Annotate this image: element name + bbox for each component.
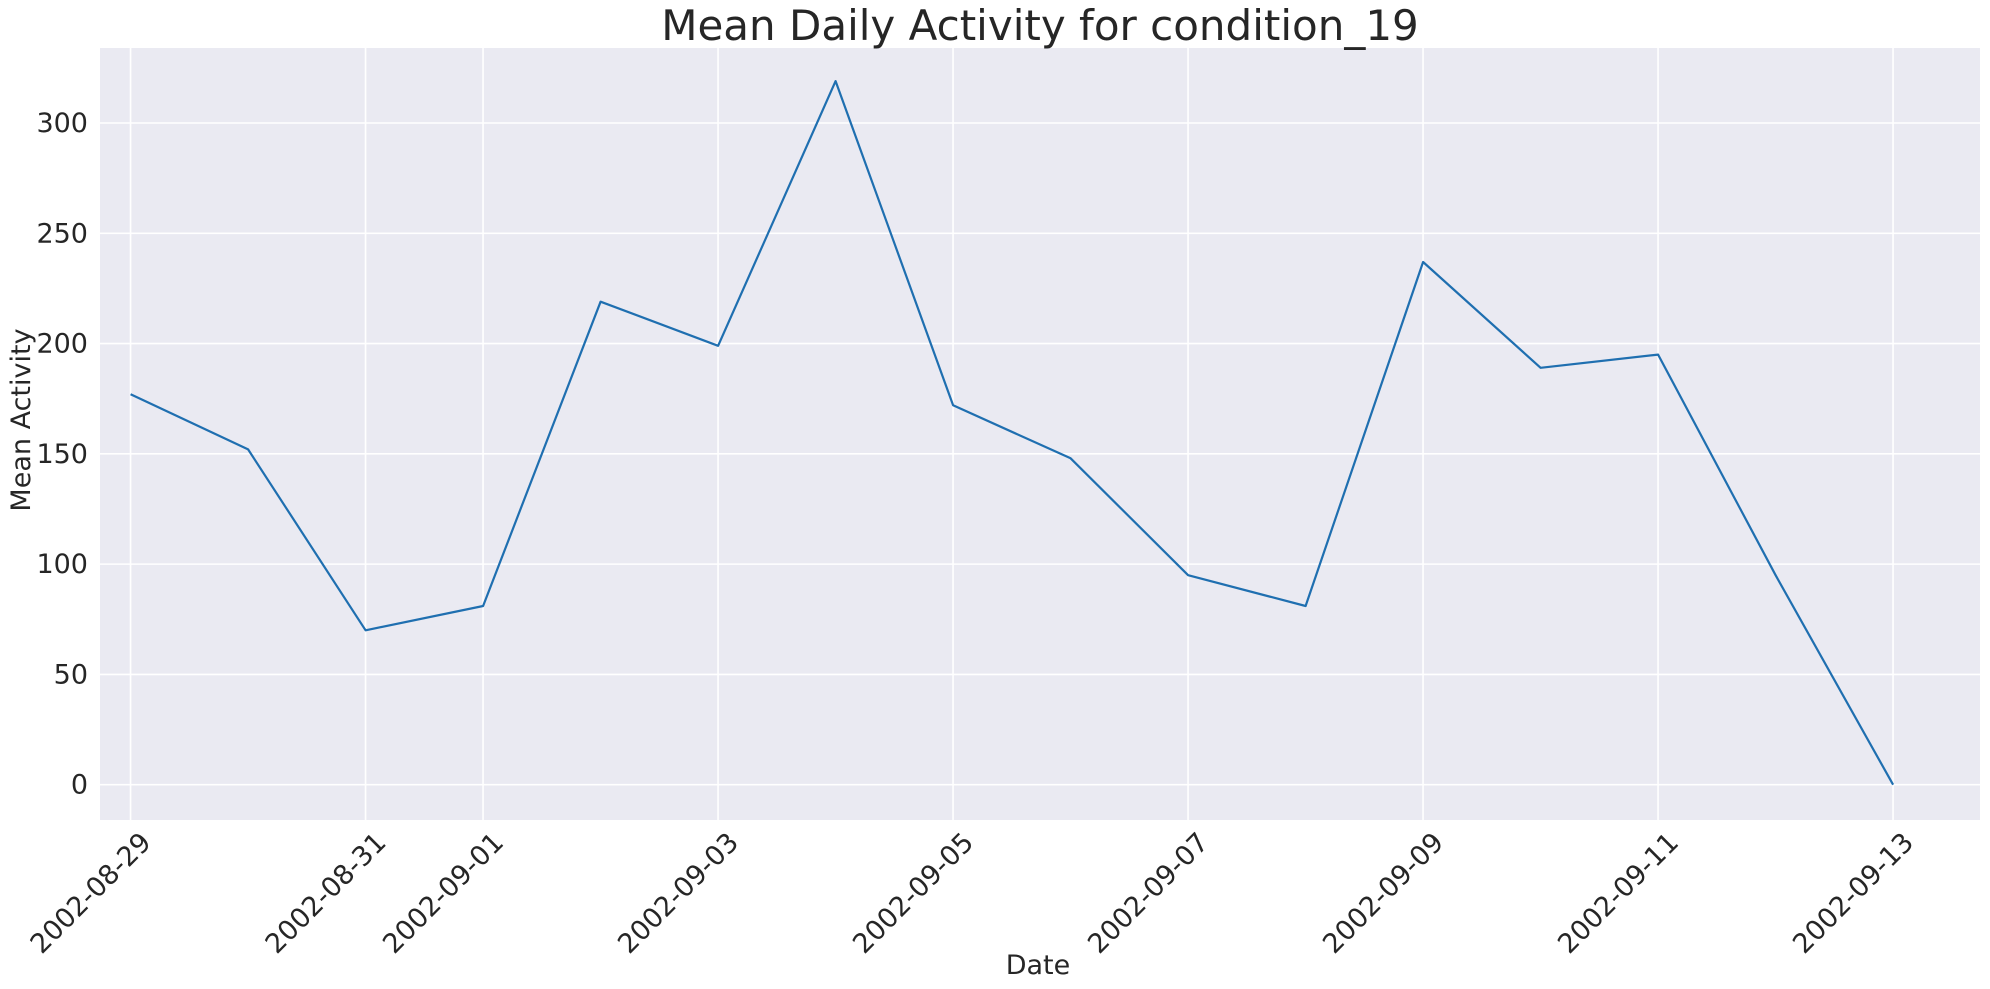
y-tick-label: 0 xyxy=(71,770,88,801)
x-tick-label: 2002-09-01 xyxy=(377,827,510,960)
y-tick-label: 150 xyxy=(36,439,88,470)
y-axis-title: Mean Activity xyxy=(6,328,37,511)
chart-title: Mean Daily Activity for condition_19 xyxy=(661,1,1419,50)
y-tick-label: 100 xyxy=(36,549,88,580)
plot-area xyxy=(100,48,1980,820)
x-tick-label: 2002-08-31 xyxy=(260,827,393,960)
grid xyxy=(100,48,1980,820)
series-layer xyxy=(130,79,1895,786)
x-tick-label: 2002-09-13 xyxy=(1787,827,1920,960)
x-axis-title: Date xyxy=(1006,950,1071,981)
x-tick-label: 2002-08-29 xyxy=(25,827,158,960)
y-tick-label: 200 xyxy=(36,329,88,360)
x-tick-label: 2002-09-09 xyxy=(1317,827,1450,960)
x-tick-label: 2002-09-03 xyxy=(612,827,745,960)
x-tick-label: 2002-09-11 xyxy=(1552,827,1685,960)
x-tick-label: 2002-09-07 xyxy=(1082,827,1215,960)
y-tick-label: 250 xyxy=(36,218,88,249)
y-tick-label: 300 xyxy=(36,108,88,139)
x-tick-label: 2002-09-05 xyxy=(847,827,980,960)
y-axis-ticks: 0 50 100 150 200 250 300 xyxy=(36,108,88,801)
series-line xyxy=(130,79,1895,786)
y-tick-label: 50 xyxy=(54,659,88,690)
